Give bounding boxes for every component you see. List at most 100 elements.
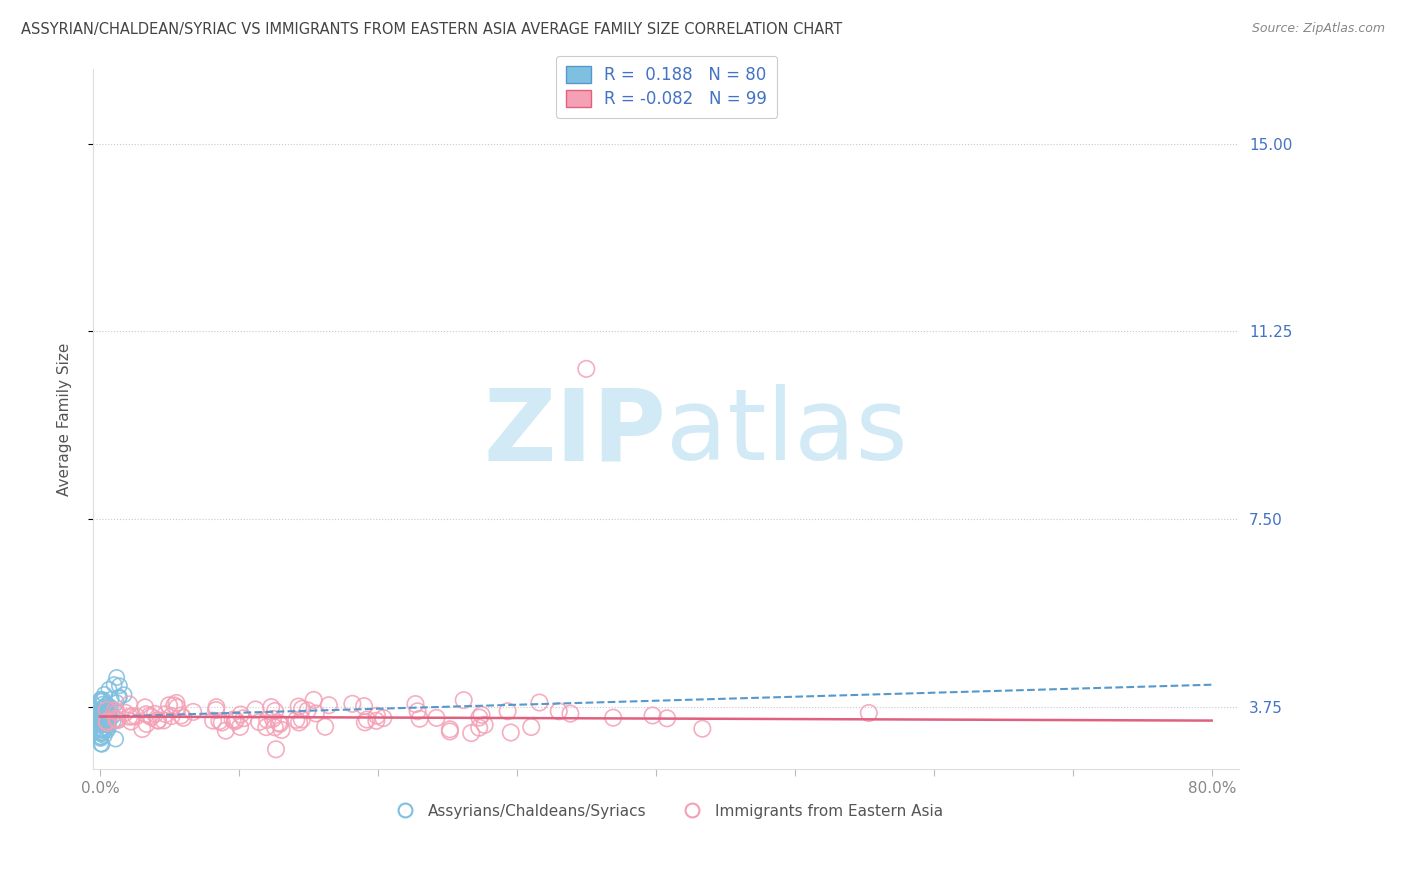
Point [285, 713, 308, 727]
Point [93, 688, 115, 702]
Point [406, 704, 429, 718]
Point [172, 711, 194, 725]
Point [105, 712, 128, 726]
Point [166, 700, 188, 714]
Point [263, 720, 285, 734]
Point [529, 696, 551, 710]
Point [138, 708, 160, 723]
Point [354, 715, 377, 730]
Point [93, 729, 115, 743]
Point [114, 706, 136, 720]
Point [297, 703, 319, 717]
Point [96, 723, 118, 738]
Point [101, 709, 124, 723]
Point [90, 718, 112, 732]
Point [141, 710, 163, 724]
Point [270, 723, 292, 737]
Point [314, 720, 336, 734]
Point [225, 713, 247, 727]
Point [108, 690, 131, 704]
Point [90, 702, 112, 716]
Point [439, 724, 461, 739]
Point [112, 688, 135, 702]
Point [96, 703, 118, 717]
Point [108, 679, 131, 693]
Point [91, 697, 114, 711]
Point [202, 714, 225, 728]
Point [453, 693, 475, 707]
Point [98, 699, 121, 714]
Point [91, 707, 114, 722]
Point [94, 717, 117, 731]
Point [499, 725, 522, 739]
Point [165, 696, 187, 710]
Point [547, 704, 569, 718]
Point [170, 708, 193, 723]
Point [107, 713, 129, 727]
Point [94, 709, 117, 723]
Point [342, 697, 364, 711]
Point [98, 709, 121, 723]
Point [105, 713, 128, 727]
Point [468, 721, 491, 735]
Point [90, 730, 112, 744]
Point [125, 709, 148, 723]
Point [97, 722, 120, 736]
Point [96, 715, 118, 730]
Point [90, 694, 112, 708]
Point [254, 720, 277, 734]
Point [91, 716, 114, 731]
Point [366, 714, 388, 728]
Point [131, 722, 153, 736]
Point [97, 716, 120, 731]
Point [91, 723, 114, 737]
Point [97, 708, 120, 723]
Point [318, 698, 340, 713]
Point [105, 706, 128, 720]
Point [157, 698, 180, 713]
Point [291, 713, 314, 727]
Point [439, 723, 461, 737]
Point [90, 731, 112, 746]
Point [269, 716, 291, 731]
Point [152, 714, 174, 728]
Point [90, 724, 112, 739]
Point [91, 714, 114, 728]
Point [520, 720, 543, 734]
Point [425, 711, 447, 725]
Point [302, 693, 325, 707]
Point [267, 715, 290, 730]
Point [91, 707, 114, 722]
Point [90, 692, 112, 706]
Point [90, 706, 112, 720]
Text: ZIP: ZIP [484, 384, 666, 482]
Point [470, 707, 492, 722]
Point [229, 707, 252, 722]
Point [356, 713, 378, 727]
Point [205, 703, 228, 717]
Point [90, 692, 112, 706]
Point [103, 714, 125, 728]
Point [94, 712, 117, 726]
Point [90, 713, 112, 727]
Point [93, 701, 115, 715]
Point [107, 690, 129, 705]
Point [100, 692, 122, 706]
Point [256, 713, 278, 727]
Y-axis label: Average Family Size: Average Family Size [58, 343, 72, 496]
Point [135, 707, 157, 722]
Point [641, 708, 664, 723]
Point [575, 362, 598, 376]
Point [91, 737, 114, 751]
Point [90, 726, 112, 740]
Point [90, 727, 112, 741]
Text: atlas: atlas [666, 384, 908, 482]
Point [404, 697, 426, 711]
Point [232, 711, 254, 725]
Point [474, 718, 496, 732]
Point [245, 702, 267, 716]
Point [90, 705, 112, 719]
Point [93, 693, 115, 707]
Point [90, 722, 112, 736]
Point [90, 716, 112, 731]
